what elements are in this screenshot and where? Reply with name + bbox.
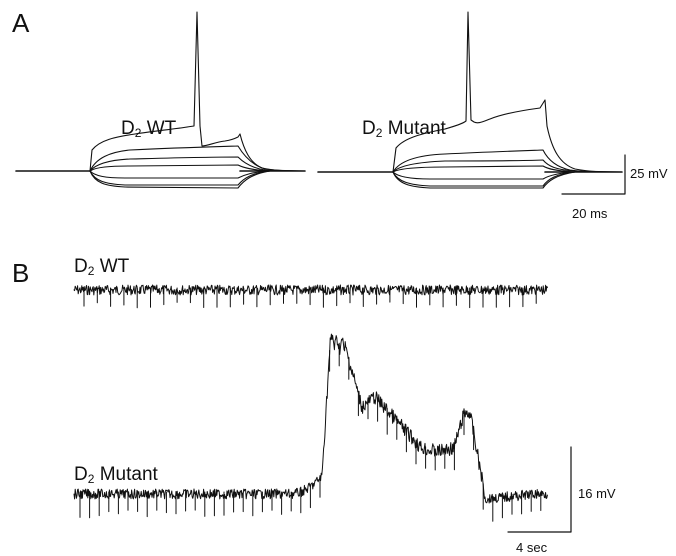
panel-a-wt-step-2 (90, 157, 305, 171)
panel-b-scale-bar (508, 447, 571, 532)
panel-a-wt-step-1 (90, 146, 305, 171)
panel-a-wt-traces (16, 12, 305, 188)
panel-b-wt-noisy-trace (74, 285, 547, 308)
panel-b-mutant-noisy-trace (74, 334, 547, 521)
panel-b-wt-band (74, 285, 547, 295)
panel-a-scale-bar (562, 155, 625, 194)
panel-a-mutant-spike-trace (393, 12, 622, 172)
panel-a-wt-hyper-1 (90, 171, 305, 178)
panel-a-mutant-hyper-1 (393, 172, 622, 179)
panel-a-mutant-traces (318, 12, 622, 188)
panel-b-mutant-band (74, 334, 547, 503)
